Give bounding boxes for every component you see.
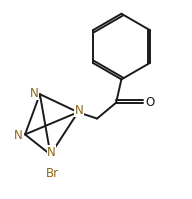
Text: Br: Br [46,167,59,180]
Text: N: N [47,146,56,159]
Text: N: N [75,104,84,117]
Text: O: O [145,96,155,109]
Text: N: N [14,129,23,142]
Text: N: N [30,87,38,100]
